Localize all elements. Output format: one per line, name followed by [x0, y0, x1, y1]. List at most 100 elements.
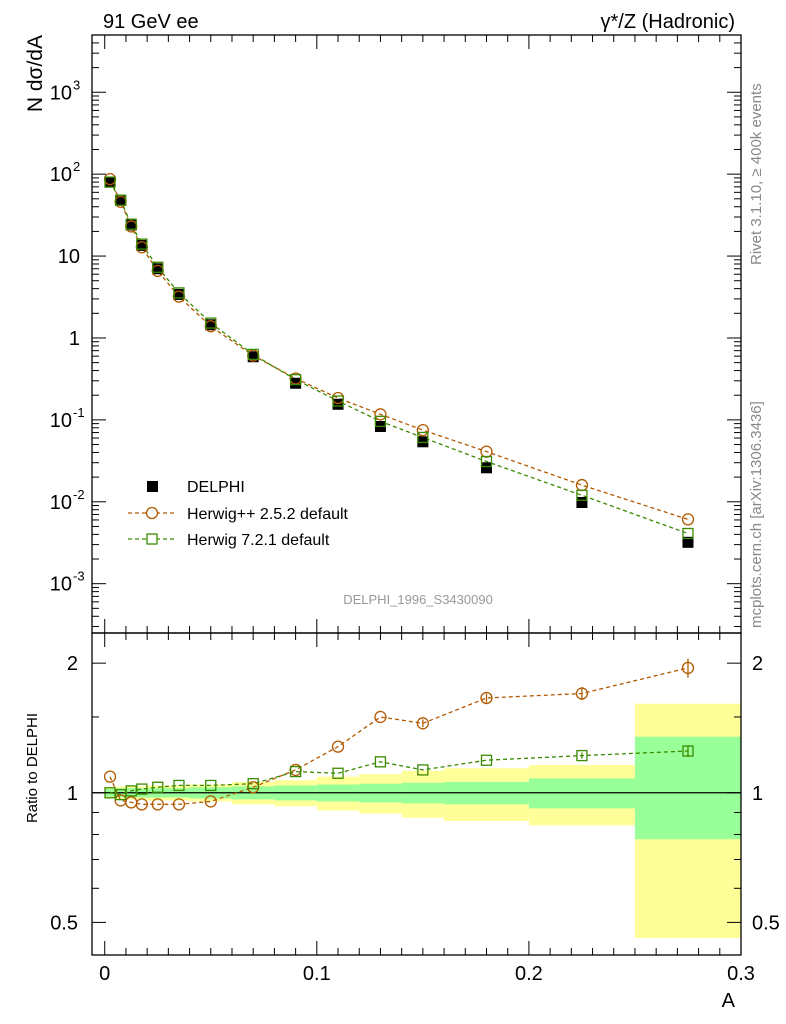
- stat-uncertainty-band: [528, 778, 635, 809]
- delphi-point: [290, 377, 302, 389]
- legend-marker-herwigpp: [145, 506, 159, 520]
- legend-marker-delphi: [147, 481, 158, 492]
- delphi-point: [205, 319, 217, 331]
- main-y-tick-label: 10: [58, 246, 80, 268]
- herwigpp-ratio-point: [575, 687, 589, 700]
- x-tick-label: 0.2: [515, 963, 543, 985]
- ratio-series-line-0: [109, 667, 689, 805]
- main-y-tick-exponent: 3: [73, 77, 80, 92]
- herwig7-ratio-point: [173, 779, 185, 792]
- legend-label-herwigpp: Herwig++ 2.5.2 default: [187, 506, 349, 523]
- herwigpp-ratio-point: [172, 798, 186, 811]
- herwig7-point: [125, 218, 137, 230]
- herwigpp-ratio-point: [416, 717, 430, 730]
- herwig7-ratio-point: [247, 778, 259, 790]
- ratio-y-tick-label-right: 2: [752, 653, 763, 675]
- ratio-y-tick-label: 2: [67, 653, 78, 675]
- herwigpp-point: [374, 408, 387, 421]
- herwig7-point: [576, 489, 588, 501]
- ratio-y-tick-label-right: 0.5: [752, 912, 780, 934]
- herwig7-point: [289, 373, 302, 386]
- ratio-y-tick-label-right: 1: [752, 783, 763, 805]
- herwigpp-point: [575, 478, 589, 492]
- delphi-point: [125, 219, 137, 231]
- header-left: 91 GeV ee: [103, 11, 199, 33]
- x-tick-label: 0.3: [727, 963, 755, 985]
- herwig7-ratio-point: [289, 765, 302, 778]
- herwig7-ratio-point: [374, 756, 387, 768]
- main-y-tick-label: 10: [50, 492, 72, 514]
- delphi-point: [417, 436, 429, 448]
- ratio-plot-frame: [91, 632, 742, 956]
- herwigpp-ratio-point: [151, 798, 164, 811]
- herwigpp-ratio-point: [103, 770, 117, 783]
- delphi-point: [115, 194, 127, 206]
- main-y-tick-exponent: -3: [73, 569, 85, 584]
- herwig7-point: [114, 194, 127, 206]
- delphi-point: [480, 462, 492, 474]
- herwig7-ratio-point: [682, 745, 694, 757]
- delphi-point: [247, 351, 259, 363]
- herwig7-ratio-point: [205, 779, 217, 792]
- herwig7-point: [247, 348, 259, 361]
- legend-label-herwig7: Herwig 7.2.1 default: [187, 532, 330, 549]
- herwig7-point: [152, 261, 164, 273]
- herwigpp-point: [681, 513, 695, 526]
- ratio-y-tick-label: 1: [67, 783, 78, 805]
- analysis-id-label: DELPHI_1996_S3430090: [343, 592, 493, 607]
- herwig7-ratio-point: [576, 749, 588, 762]
- herwigpp-ratio-point: [204, 795, 217, 808]
- herwig7-point: [417, 431, 429, 444]
- herwig7-ratio-point: [332, 767, 344, 779]
- herwig7-point: [332, 395, 344, 407]
- herwig7-point: [480, 455, 493, 468]
- mcplots-label: mcplots.cern.ch [arXiv:1306.3436]: [748, 401, 765, 628]
- herwigpp-ratio-point: [374, 710, 387, 724]
- main-y-tick-label: 1: [69, 328, 80, 350]
- main-y-tick-exponent: 2: [73, 159, 80, 174]
- main-y-tick-label: 10: [50, 164, 72, 186]
- herwig7-point: [374, 415, 387, 427]
- herwig7-point: [682, 527, 694, 540]
- ratio-y-tick-label: 0.5: [50, 912, 78, 934]
- herwigpp-point: [416, 423, 430, 437]
- delphi-point: [104, 176, 116, 188]
- x-tick-label: 0: [99, 963, 110, 985]
- herwig7-point: [205, 317, 217, 329]
- main-y-tick-label: 10: [50, 82, 72, 104]
- main-y-tick-exponent: -1: [73, 405, 85, 420]
- main-y-tick-label: 10: [50, 574, 72, 596]
- herwigpp-ratio-point: [135, 798, 148, 811]
- legend: DELPHI Herwig++ 2.5.2 default Herwig 7.2…: [128, 479, 349, 549]
- herwig7-point: [173, 287, 185, 299]
- main-y-tick-exponent: -2: [73, 487, 85, 502]
- ratio-plot-panel: 0.5 0.5 1 1 2 2 0 0.1 0.2 0.3: [50, 632, 780, 985]
- x-tick-label: 0.1: [303, 963, 331, 985]
- ratio-y-axis-title: Ratio to DELPHI: [24, 713, 41, 823]
- rivet-version-label: Rivet 3.1.10, ≥ 400k events: [748, 83, 765, 265]
- herwigpp-ratio-point: [480, 691, 493, 705]
- herwig7-ratio-point: [480, 754, 493, 766]
- herwigpp-ratio-point: [331, 740, 345, 753]
- legend-marker-herwig7: [146, 533, 158, 545]
- legend-label-delphi: DELPHI: [187, 479, 245, 496]
- herwig7-point: [104, 176, 116, 188]
- delphi-point: [136, 239, 148, 251]
- delphi-point: [173, 288, 185, 300]
- delphi-point: [332, 398, 344, 410]
- herwig7-ratio-point: [417, 764, 429, 776]
- main-y-axis-title: N dσ/dA: [24, 35, 47, 112]
- x-axis-title: A: [722, 990, 736, 1012]
- main-y-tick-label: 10: [50, 410, 72, 432]
- herwig7-ratio-point: [152, 781, 164, 793]
- herwig7-point: [136, 238, 148, 250]
- delphi-point: [682, 536, 694, 548]
- delphi-point: [576, 496, 588, 508]
- delphi-point: [152, 263, 164, 275]
- header-right: γ*/Z (Hadronic): [601, 11, 735, 33]
- herwigpp-ratio-point: [681, 661, 695, 675]
- herwig7-ratio-point: [136, 783, 148, 795]
- main-series-line-1: [109, 178, 689, 521]
